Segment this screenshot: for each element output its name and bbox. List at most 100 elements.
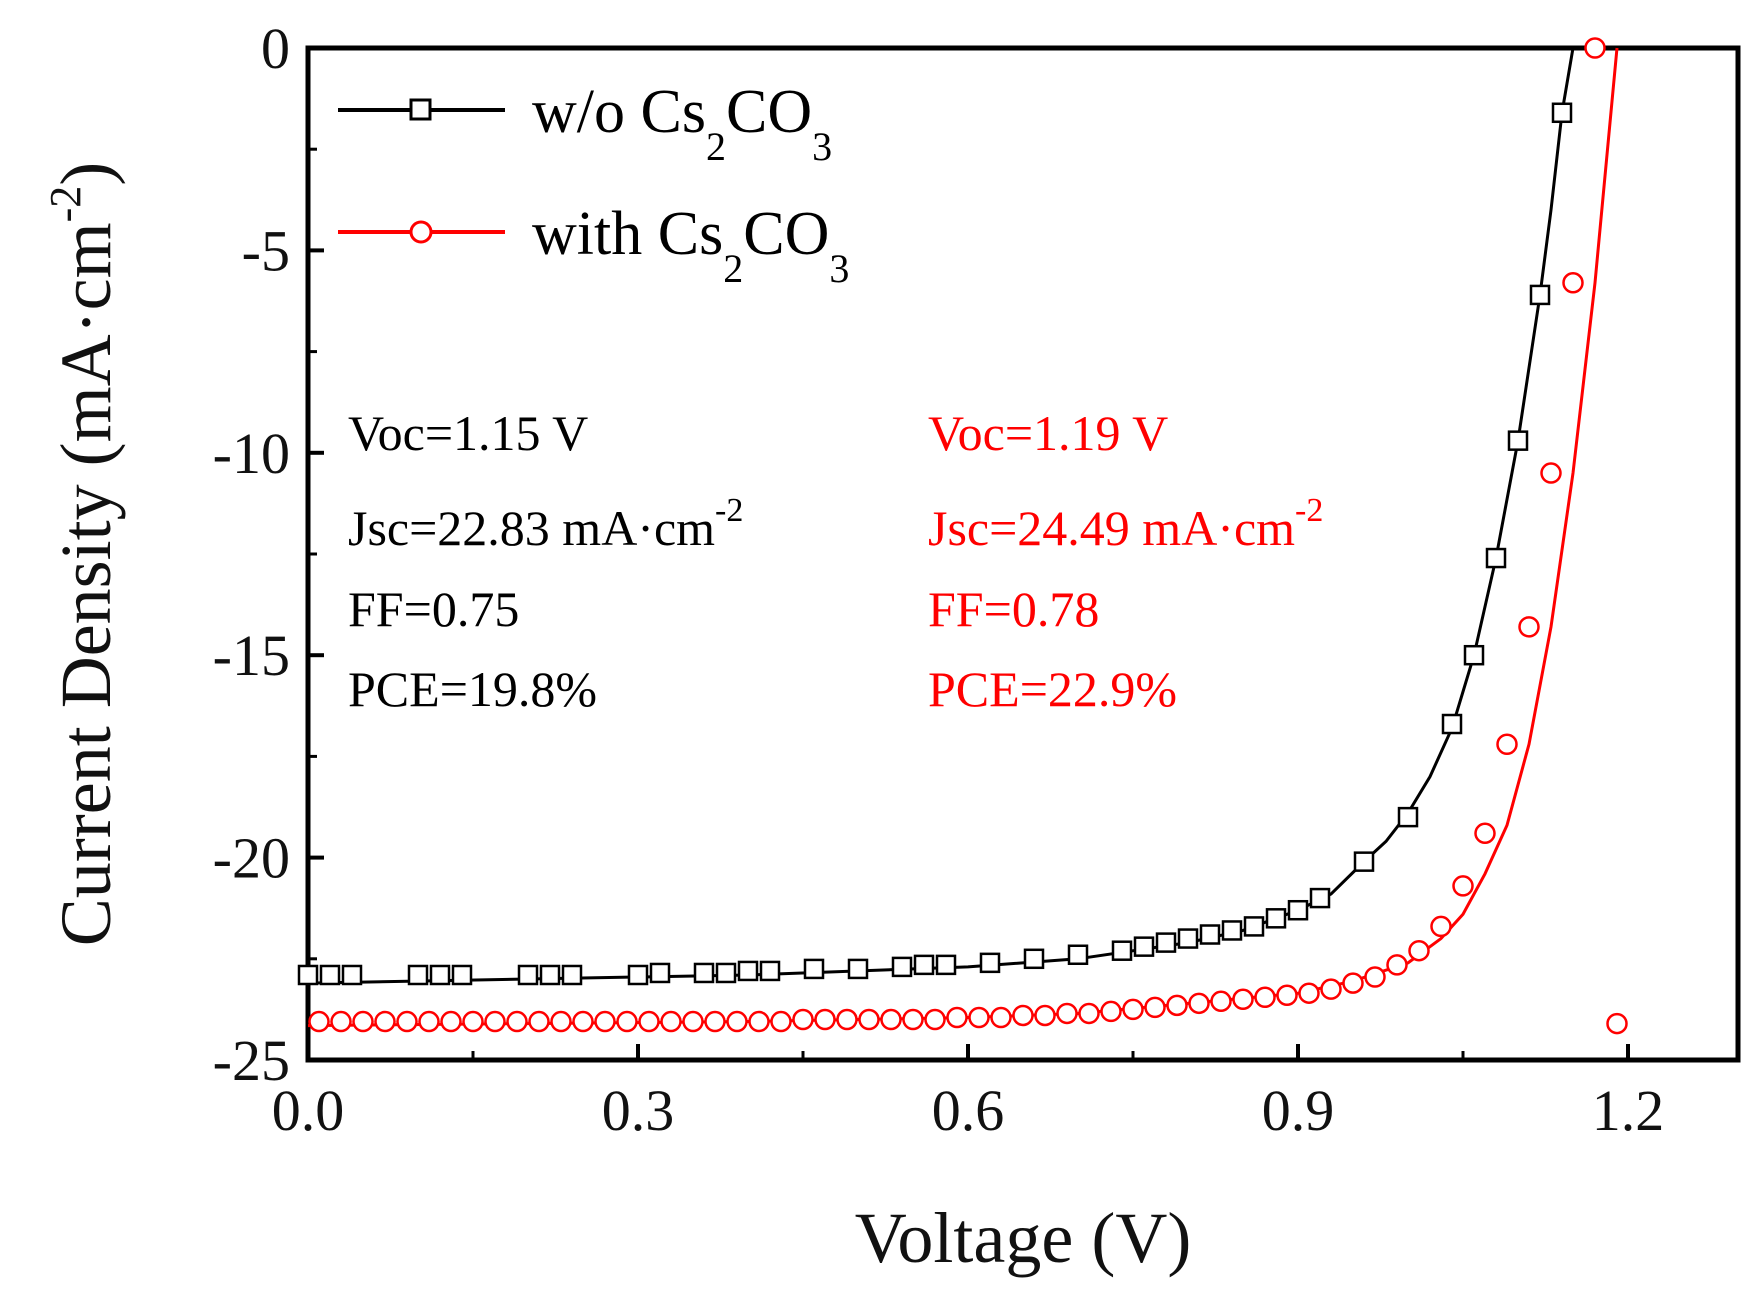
data-point-with [550,1010,572,1033]
data-point-with [462,1010,484,1033]
x-tick-label: 0.3 [602,1078,675,1143]
data-point-with [638,1010,660,1033]
data-point-wo [1441,713,1463,735]
data-point-wo [539,964,561,986]
data-point-with [858,1008,880,1031]
data-point-with [352,1010,374,1033]
data-point-with [1342,972,1364,994]
data-point-with [1144,996,1166,1019]
data-point-with [946,1006,968,1029]
data-point-wo [935,954,957,976]
data-point-with [572,1010,594,1033]
data-point-with [682,1010,704,1033]
data-point-wo [1067,944,1089,966]
data-point-wo [1353,851,1375,872]
annotation-wo-voc: Voc=1.15 V [348,405,588,461]
legend: w/o Cs2CO3 with Cs2CO3 [338,78,849,291]
data-point-with [1474,822,1496,845]
data-point-with [1188,992,1210,1015]
data-point-wo [1287,899,1309,921]
data-point-wo [1133,936,1155,957]
data-point-with [1100,1000,1122,1023]
data-point-with [968,1006,990,1029]
data-point-wo [1309,887,1331,909]
y-tick-label: -5 [242,218,290,283]
data-point-with [1298,982,1320,1004]
x-tick-label: 1.2 [1592,1078,1665,1143]
annotation-with-jsc: Jsc=24.49 mA·cm-2 [928,492,1323,556]
data-point-with [902,1008,924,1031]
data-point-wo [1155,932,1177,953]
y-axis-title-close: ) [46,162,126,186]
data-point-with [748,1010,770,1033]
annotation-with-pce: PCE=22.9% [928,661,1177,717]
data-point-wo [759,960,781,982]
data-point-wo [319,964,341,986]
data-point-with [1584,37,1606,59]
data-point-with [1078,1002,1100,1025]
data-point-wo [1111,940,1133,961]
data-point-wo [649,962,671,984]
data-point-with [1254,986,1276,1009]
data-point-wo [1397,806,1419,828]
data-point-with [506,1010,528,1033]
y-tick-label: -15 [213,623,290,688]
y-tick-label: -10 [213,421,290,486]
y-axis-title: Current Density (mA·cm-2) [41,162,126,946]
data-point-with [726,1010,748,1033]
data-point-wo [1177,928,1199,949]
x-tick-label: 0.9 [1262,1078,1335,1143]
data-point-with [1606,1012,1628,1035]
data-point-with [990,1006,1012,1029]
data-point-with [704,1010,726,1033]
data-point-wo [737,960,759,982]
data-point-wo [407,964,429,986]
data-point-with [1166,994,1188,1017]
annotation-with-voc: Voc=1.19 V [928,405,1168,461]
legend-label-wo: w/o Cs2CO3 [532,78,832,169]
data-point-with [1034,1004,1056,1027]
y-axis-ticks: 0 -5 -10 -15 -20 -25 [213,16,324,1093]
data-point-with [1408,939,1430,962]
data-point-with [1210,990,1232,1013]
annotation-with-ff: FF=0.78 [928,581,1099,637]
data-point-wo [891,956,913,978]
data-point-wo [627,964,649,986]
annotation-wo-jsc: Jsc=22.83 mA·cm-2 [348,492,743,556]
data-point-with [308,1010,330,1033]
data-point-with [528,1010,550,1033]
annotation-wo-pce: PCE=19.8% [348,661,597,717]
data-point-with [440,1010,462,1033]
data-point-with [836,1008,858,1031]
data-point-wo [1507,430,1529,451]
data-point-with [1056,1002,1078,1025]
data-point-with [484,1010,506,1033]
y-axis-title-main: Current Density (mA·cm [46,222,126,946]
data-point-with [1012,1004,1034,1027]
data-point-wo [693,962,715,984]
y-axis-title-superscript: -2 [41,186,90,223]
x-tick-label: 0.0 [272,1078,345,1143]
data-point-with [1276,984,1298,1006]
data-point-wo [715,962,737,984]
data-point-with [880,1008,902,1031]
data-point-with [1122,998,1144,1021]
data-point-wo [341,964,363,986]
annotation-with: Voc=1.19 V Jsc=24.49 mA·cm-2 FF=0.78 PCE… [928,405,1323,717]
data-point-with [660,1010,682,1033]
data-point-wo [1463,644,1485,666]
data-point-wo [913,954,935,976]
data-point-wo [1485,547,1507,569]
data-point-with [924,1008,946,1031]
legend-label-with: with Cs2CO3 [532,200,849,291]
x-axis-title: Voltage (V) [855,1198,1192,1278]
x-tick-label: 0.6 [932,1078,1005,1143]
data-point-with [1320,978,1342,1000]
data-point-wo [1221,920,1243,941]
data-point-wo [979,952,1001,974]
data-point-with [1232,988,1254,1011]
data-point-wo [297,964,319,986]
data-point-with [1452,875,1474,897]
annotation-wo: Voc=1.15 V Jsc=22.83 mA·cm-2 FF=0.75 PCE… [348,405,743,717]
